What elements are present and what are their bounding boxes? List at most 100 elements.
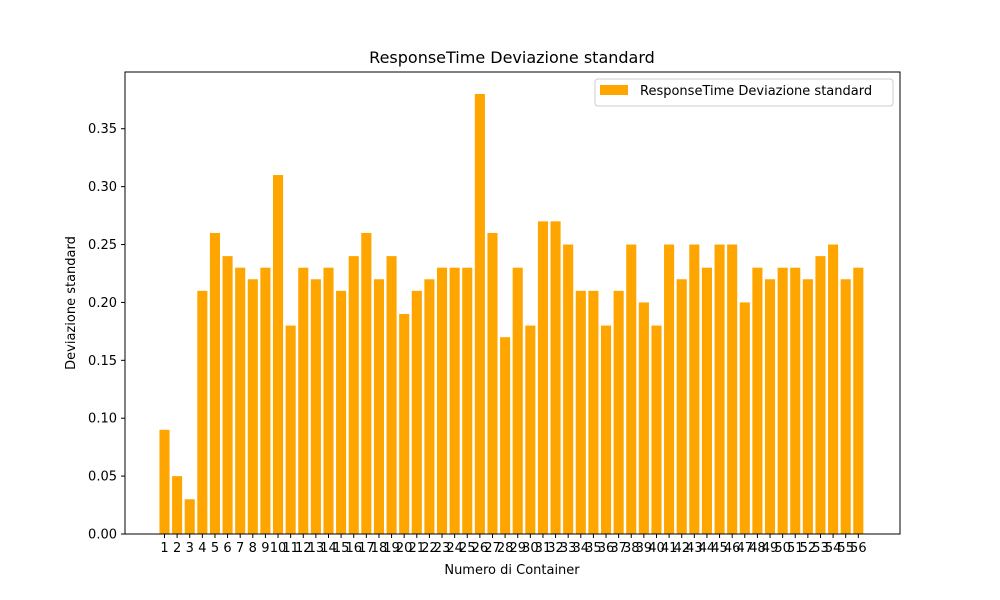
x-tick-label: 48 — [749, 541, 766, 556]
legend-label: ResponseTime Deviazione standard — [640, 84, 872, 99]
bar-42 — [676, 279, 687, 534]
y-axis-label: Deviazione standard — [64, 236, 79, 370]
y-tick-label: 0.35 — [88, 122, 117, 137]
x-tick-label: 5 — [211, 541, 219, 556]
bar-10 — [272, 175, 284, 535]
y-tick-label: 0.30 — [88, 180, 117, 195]
x-tick-label: 47 — [737, 541, 754, 556]
bars-group — [159, 94, 864, 535]
x-tick-label: 20 — [396, 541, 413, 556]
x-tick-label: 36 — [598, 541, 615, 556]
x-tick-label: 49 — [762, 541, 779, 556]
bar-3 — [184, 499, 195, 534]
x-tick-label: 53 — [812, 541, 829, 556]
bar-55 — [840, 279, 851, 534]
bar-20 — [399, 314, 410, 534]
x-tick-label: 35 — [585, 541, 602, 556]
bar-23 — [436, 267, 448, 534]
bar-44 — [701, 267, 712, 534]
x-tick-label: 13 — [308, 541, 325, 556]
x-tick-label: 12 — [295, 541, 312, 556]
y-tick-label: 0.00 — [88, 528, 117, 543]
bar-51 — [790, 267, 801, 534]
bar-30 — [525, 325, 536, 534]
x-tick-label: 21 — [409, 541, 426, 556]
x-tick-label: 34 — [573, 541, 590, 556]
bar-56 — [853, 267, 864, 534]
bar-2 — [172, 476, 183, 534]
x-tick-label: 4 — [198, 541, 206, 556]
x-tick-label: 17 — [358, 541, 375, 556]
bar-52 — [802, 279, 813, 534]
bar-38 — [626, 244, 637, 534]
x-tick-label: 15 — [333, 541, 350, 556]
x-tick-label: 18 — [371, 541, 388, 556]
bar-18 — [373, 279, 384, 534]
bar-43 — [689, 244, 700, 534]
bar-12 — [298, 267, 309, 534]
x-tick-label: 14 — [320, 541, 337, 556]
bar-7 — [235, 267, 246, 534]
x-tick-label: 25 — [459, 541, 476, 556]
bar-21 — [411, 290, 422, 534]
bar-11 — [285, 325, 296, 534]
x-tick-label: 9 — [261, 541, 269, 556]
x-tick-label: 51 — [787, 541, 804, 556]
bar-5 — [209, 232, 220, 534]
x-tick-label: 27 — [484, 541, 501, 556]
bar-53 — [815, 256, 826, 534]
bar-35 — [588, 290, 599, 534]
bar-45 — [714, 244, 725, 534]
bar-25 — [462, 267, 473, 534]
x-tick-label: 28 — [497, 541, 514, 556]
x-tick-label: 39 — [636, 541, 653, 556]
x-tick-label: 11 — [282, 541, 299, 556]
y-tick-label: 0.05 — [88, 470, 117, 485]
x-tick-label: 3 — [186, 541, 194, 556]
chart-title: ResponseTime Deviazione standard — [369, 48, 655, 67]
bar-15 — [336, 290, 347, 534]
plot-frame — [124, 71, 901, 535]
x-tick-label: 40 — [648, 541, 665, 556]
x-tick-label: 23 — [434, 541, 451, 556]
x-tick-label: 8 — [249, 541, 257, 556]
bar-32 — [550, 221, 561, 534]
x-tick-label: 19 — [383, 541, 400, 556]
bar-24 — [449, 267, 460, 534]
bar-28 — [500, 337, 511, 534]
legend-swatch — [600, 85, 628, 95]
bar-17 — [361, 232, 372, 534]
x-tick-label: 56 — [850, 541, 867, 556]
bar-13 — [310, 279, 321, 534]
bar-36 — [600, 325, 612, 534]
x-tick-label: 46 — [724, 541, 741, 556]
bar-47 — [739, 302, 750, 534]
bar-37 — [613, 290, 624, 534]
bar-26 — [474, 94, 485, 534]
x-tick-label: 31 — [535, 541, 552, 556]
x-tick-label: 37 — [610, 541, 627, 556]
x-tick-label: 24 — [446, 541, 463, 556]
bar-6 — [222, 256, 233, 534]
bar-1 — [159, 429, 170, 534]
x-tick-label: 1 — [160, 541, 168, 556]
bar-33 — [563, 244, 574, 534]
y-tick-label: 0.10 — [88, 412, 117, 427]
x-tick-label: 55 — [837, 541, 854, 556]
bar-40 — [651, 325, 662, 534]
x-tick-label: 45 — [711, 541, 728, 556]
bar-16 — [348, 256, 359, 534]
x-tick-label: 52 — [800, 541, 817, 556]
bar-34 — [575, 290, 586, 534]
bar-50 — [777, 267, 788, 534]
x-tick-label: 43 — [686, 541, 703, 556]
bar-4 — [197, 290, 208, 534]
x-tick-label: 33 — [560, 541, 577, 556]
x-tick-label: 42 — [673, 541, 690, 556]
bar-19 — [386, 256, 397, 534]
bar-22 — [424, 279, 435, 534]
bar-46 — [727, 244, 738, 534]
bar-41 — [664, 244, 675, 534]
bar-8 — [247, 279, 258, 534]
